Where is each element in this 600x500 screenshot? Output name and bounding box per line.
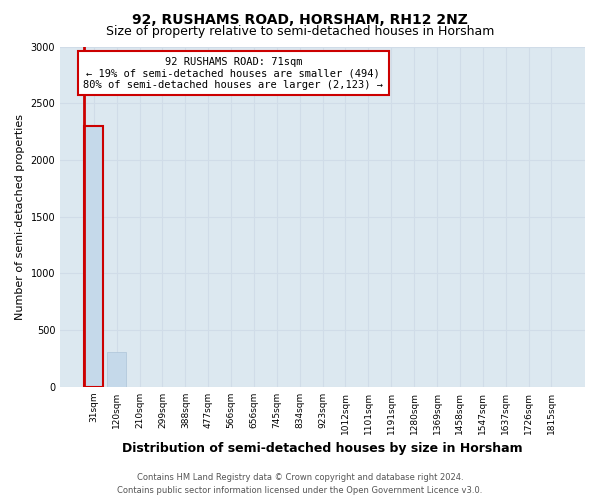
Bar — [107, 352, 127, 386]
X-axis label: Distribution of semi-detached houses by size in Horsham: Distribution of semi-detached houses by … — [122, 442, 523, 455]
Text: 92 RUSHAMS ROAD: 71sqm
← 19% of semi-detached houses are smaller (494)
80% of se: 92 RUSHAMS ROAD: 71sqm ← 19% of semi-det… — [83, 56, 383, 90]
Y-axis label: Number of semi-detached properties: Number of semi-detached properties — [15, 114, 25, 320]
Text: Size of property relative to semi-detached houses in Horsham: Size of property relative to semi-detach… — [106, 25, 494, 38]
Text: Contains HM Land Registry data © Crown copyright and database right 2024.
Contai: Contains HM Land Registry data © Crown c… — [118, 474, 482, 495]
Bar — [84, 126, 103, 386]
Text: 92, RUSHAMS ROAD, HORSHAM, RH12 2NZ: 92, RUSHAMS ROAD, HORSHAM, RH12 2NZ — [132, 12, 468, 26]
